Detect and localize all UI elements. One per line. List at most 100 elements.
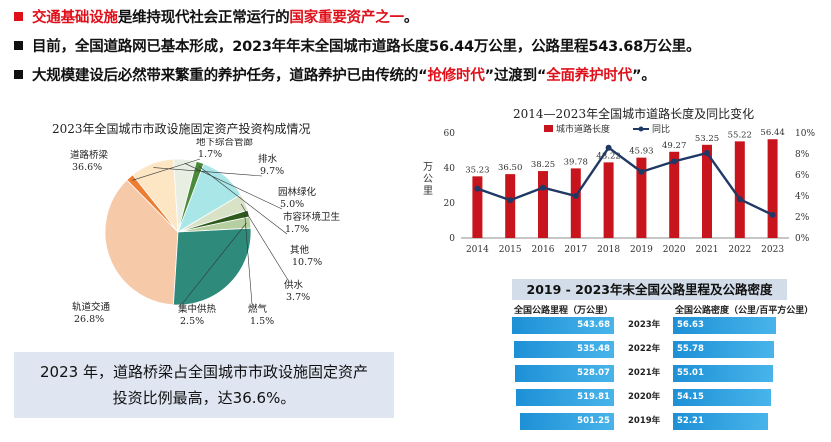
x-tick-label: 2019 bbox=[630, 245, 653, 255]
y-tick-right: 4% bbox=[795, 192, 810, 202]
year-label: 2023年 bbox=[628, 320, 661, 330]
yoy-line bbox=[477, 145, 774, 216]
pie-label-value: 2.5% bbox=[180, 316, 204, 327]
bar-2023 bbox=[767, 139, 778, 238]
bar-value-label: 38.25 bbox=[531, 160, 555, 170]
bar-line-chart: 0 20 40 60 0% 2% 4% 6% 8% 10% 万公里 35.23 36.50 38.25 39… bbox=[423, 123, 815, 255]
pie-chart-title: 2023年全国城市市政设施固定资产投资构成情况 bbox=[52, 122, 311, 136]
yoy-point bbox=[605, 144, 612, 151]
x-tick-label: 2022 bbox=[728, 245, 751, 255]
yoy-point bbox=[474, 185, 481, 192]
pie-label-name: 轨道交通 bbox=[72, 301, 111, 313]
x-tick-label: 2020 bbox=[663, 245, 686, 255]
pie-label-value: 26.8% bbox=[74, 314, 104, 325]
y-tick-left: 0 bbox=[449, 234, 455, 244]
density-value: 55.01 bbox=[677, 368, 704, 378]
x-tick-label: 2017 bbox=[564, 245, 587, 255]
bar-chart-title: 2014—2023年全国城市道路长度及同比变化 bbox=[513, 107, 755, 121]
y-axis-label-char: 万 bbox=[423, 162, 433, 173]
bar-2018 bbox=[603, 162, 614, 238]
bullet-text-part: ”。 bbox=[632, 68, 656, 84]
pie-label-name: 供水 bbox=[284, 279, 304, 291]
pie-label-value: 36.6% bbox=[72, 162, 102, 173]
pie-label-name: 集中供热 bbox=[178, 303, 217, 315]
highlight-text: 抢修时代 bbox=[427, 68, 485, 84]
pie-label-name: 园林绿化 bbox=[278, 186, 317, 198]
bullet-text-part: 目前，全国道路网已基本形成，2023年年末全国城市道路长度56.44万公里，公路… bbox=[32, 39, 701, 55]
pie-slice-0 bbox=[104, 179, 179, 306]
legend-bar-swatch bbox=[544, 125, 553, 132]
mileage-value: 543.68 bbox=[577, 320, 610, 330]
callout-line-1: 2023 年，道路桥梁占全国城市市政设施固定资产 bbox=[40, 363, 368, 381]
bullet-text-1: 交通基础设施是维持现代社会正常运行的国家重要资产之一。 bbox=[32, 6, 418, 27]
pie-label-name: 排水 bbox=[258, 153, 278, 165]
density-value: 56.63 bbox=[677, 320, 704, 330]
year-label: 2021年 bbox=[628, 368, 661, 378]
bar-2020 bbox=[669, 151, 680, 238]
bullet-text-2: 目前，全国道路网已基本形成，2023年年末全国城市道路长度56.44万公里，公路… bbox=[32, 35, 700, 56]
bullet-marker-icon bbox=[14, 41, 23, 50]
pie-label-value: 3.7% bbox=[286, 292, 310, 303]
yoy-point bbox=[572, 193, 579, 199]
y-tick-right: 2% bbox=[795, 213, 810, 223]
year-label: 2020年 bbox=[628, 392, 661, 402]
bar-2016 bbox=[538, 171, 548, 238]
bullet-text-part: ”过渡到“ bbox=[484, 68, 547, 84]
table-header-mileage: 全国公路里程（万公里） bbox=[514, 306, 614, 316]
highlight-text: 交通基础设施 bbox=[32, 10, 118, 26]
x-tick-label: 2015 bbox=[499, 245, 522, 255]
mileage-value: 501.25 bbox=[577, 416, 610, 426]
mileage-value: 519.81 bbox=[577, 392, 610, 402]
bar-2021 bbox=[702, 144, 712, 238]
density-bar: 56.63 bbox=[673, 317, 776, 334]
bullet-text-part: 。 bbox=[403, 10, 419, 26]
mileage-value: 528.07 bbox=[577, 368, 610, 378]
mileage-bar: 501.25 bbox=[519, 413, 614, 430]
pie-slice-9 bbox=[172, 227, 252, 306]
x-tick-label: 2021 bbox=[696, 245, 719, 255]
bar-value-label: 45.93 bbox=[629, 147, 653, 157]
bullet-row-3: 大规模建设后必然带来繁重的养护任务，道路养护已由传统的“抢修时代”过渡到“全面养… bbox=[14, 64, 656, 85]
yoy-point bbox=[540, 184, 546, 191]
pie-label-value: 1.7% bbox=[285, 224, 309, 235]
pie-label-name: 地下综合管廊 bbox=[196, 138, 254, 148]
pie-leader-line bbox=[244, 214, 253, 305]
yoy-point bbox=[638, 168, 645, 175]
bullet-row-2: 目前，全国道路网已基本形成，2023年年末全国城市道路长度56.44万公里，公路… bbox=[14, 35, 700, 56]
density-bar: 52.21 bbox=[673, 413, 768, 430]
density-value: 52.21 bbox=[677, 416, 704, 426]
pie-label-value: 9.7% bbox=[260, 166, 284, 177]
y-axis-label-char: 公 bbox=[423, 174, 433, 185]
density-value: 54.15 bbox=[677, 392, 704, 402]
highlight-text: 全面养护时代 bbox=[546, 68, 633, 84]
bar-value-label: 55.22 bbox=[728, 130, 752, 140]
pie-label-name: 燃气 bbox=[248, 303, 268, 315]
bullet-text-3: 大规模建设后必然带来繁重的养护任务，道路养护已由传统的“抢修时代”过渡到“全面养… bbox=[32, 64, 656, 85]
bar-value-label: 39.78 bbox=[564, 157, 588, 167]
mileage-bar: 519.81 bbox=[516, 389, 614, 406]
mileage-bar: 528.07 bbox=[514, 365, 614, 382]
y-axis-label-char: 里 bbox=[423, 185, 433, 197]
bar-value-label: 35.23 bbox=[465, 165, 489, 175]
bar-2017 bbox=[570, 168, 581, 238]
pie-label-name: 市容环境卫生 bbox=[283, 211, 341, 223]
y-tick-right: 0% bbox=[795, 234, 810, 244]
mileage-bar: 543.68 bbox=[512, 317, 614, 334]
bar-value-label: 36.50 bbox=[498, 163, 522, 173]
pie-leader-line bbox=[240, 203, 289, 281]
y-tick-right: 8% bbox=[795, 150, 810, 160]
bullet-marker-icon bbox=[14, 12, 23, 21]
pie-leader-line bbox=[153, 167, 263, 177]
pie-label-value: 1.5% bbox=[250, 316, 274, 327]
x-tick-label: 2014 bbox=[466, 245, 489, 255]
yoy-point bbox=[769, 211, 776, 218]
year-label: 2022年 bbox=[628, 344, 661, 354]
bar-2022 bbox=[734, 141, 745, 238]
bar-2019 bbox=[636, 157, 647, 238]
density-value: 55.78 bbox=[677, 344, 704, 354]
y-tick-left: 40 bbox=[444, 164, 456, 174]
bar-value-label: 53.25 bbox=[695, 134, 719, 144]
bullet-row-1: 交通基础设施是维持现代社会正常运行的国家重要资产之一。 bbox=[14, 6, 418, 27]
bar-value-label: 56.44 bbox=[760, 128, 784, 138]
